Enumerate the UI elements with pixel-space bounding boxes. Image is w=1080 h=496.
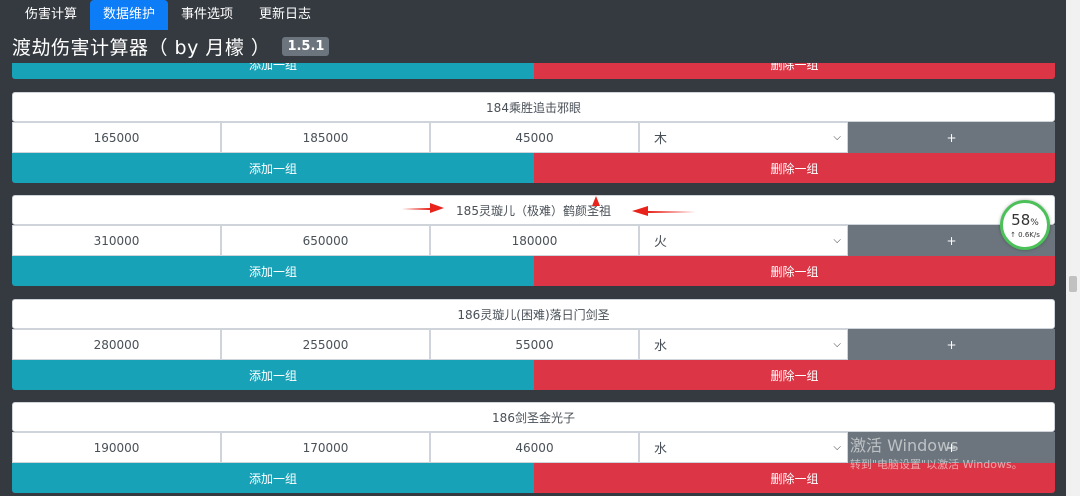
value-field-3[interactable]: 46000 (430, 432, 639, 463)
element-select[interactable]: 木 ⌵ (639, 122, 848, 153)
value-field-3[interactable]: 55000 (430, 329, 639, 360)
value-field-3[interactable]: 180000 (430, 225, 639, 256)
version-badge: 1.5.1 (282, 36, 330, 56)
header: 渡劫伤害计算器（ by 月檬 ） 1.5.1 (12, 32, 330, 60)
group-name-field[interactable]: 184乘胜追击邪眼 (12, 92, 1055, 122)
data-group: 186灵璇儿(困难)落日门剑圣 280000 255000 55000 水 ⌵ … (12, 299, 1055, 390)
watermark-line-1: 激活 Windows (850, 436, 959, 455)
network-percent: 58% (1011, 212, 1039, 231)
vertical-scrollbar[interactable] (1066, 0, 1080, 496)
add-group-button[interactable]: 添加一组 (12, 63, 534, 79)
data-group: 185灵璇儿（极难）鹤颜圣祖 310000 650000 180000 火 ⌵ … (12, 195, 1055, 286)
arrow-small-icon (592, 196, 600, 206)
delete-group-button[interactable]: 删除一组 (534, 153, 1055, 183)
group-name-field[interactable]: 186剑圣金光子 (12, 402, 1055, 432)
chevron-down-icon: ⌵ (833, 132, 841, 143)
add-group-button[interactable]: 添加一组 (12, 153, 534, 183)
partial-group: 添加一组 删除一组 (12, 63, 1055, 79)
add-group-button[interactable]: 添加一组 (12, 256, 534, 286)
delete-group-button[interactable]: 删除一组 (534, 463, 1055, 493)
value-field-2[interactable]: 255000 (221, 329, 430, 360)
element-select-value: 水 (654, 339, 668, 354)
windows-watermark: 激活 Windows 转到"电脑设置"以激活 Windows。 (850, 432, 1023, 472)
scroll-thumb[interactable] (1069, 276, 1077, 292)
add-group-button[interactable]: 添加一组 (12, 360, 534, 390)
add-group-button[interactable]: 添加一组 (12, 463, 534, 493)
element-select-value: 火 (654, 235, 668, 250)
element-select[interactable]: 水 ⌵ (639, 432, 848, 463)
tab-damage-calc[interactable]: 伤害计算 (25, 7, 78, 22)
top-nav: 伤害计算 数据维护 事件选项 更新日志 (0, 0, 1066, 30)
element-select[interactable]: 火 ⌵ (639, 225, 848, 256)
group-name-field[interactable]: 185灵璇儿（极难）鹤颜圣祖 (12, 195, 1055, 225)
tab-data-maintenance[interactable]: 数据维护 (90, 0, 169, 30)
data-group: 184乘胜追击邪眼 165000 185000 45000 木 ⌵ + 添加一组… (12, 92, 1055, 183)
value-field-1[interactable]: 310000 (12, 225, 221, 256)
value-field-1[interactable]: 190000 (12, 432, 221, 463)
value-field-3[interactable]: 45000 (430, 122, 639, 153)
plus-button[interactable]: + (848, 122, 1055, 153)
group-list: 添加一组 删除一组 184乘胜追击邪眼 165000 185000 45000 … (12, 63, 1055, 496)
value-field-2[interactable]: 170000 (221, 432, 430, 463)
tab-changelog[interactable]: 更新日志 (259, 7, 312, 22)
arrow-left-icon (632, 206, 696, 216)
watermark-line-2: 转到"电脑设置"以激活 Windows。 (850, 458, 1023, 471)
value-field-2[interactable]: 185000 (221, 122, 430, 153)
value-field-2[interactable]: 650000 (221, 225, 430, 256)
network-percent-unit: % (1030, 217, 1039, 228)
network-monitor-widget[interactable]: 58% ↑ 0.6K/s (1000, 200, 1050, 250)
data-group: 186剑圣金光子 190000 170000 46000 水 ⌵ + 添加一组 … (12, 402, 1055, 493)
element-select-value: 水 (654, 442, 668, 457)
tab-event-options[interactable]: 事件选项 (181, 7, 234, 22)
value-field-1[interactable]: 165000 (12, 122, 221, 153)
value-field-1[interactable]: 280000 (12, 329, 221, 360)
delete-group-button[interactable]: 删除一组 (534, 256, 1055, 286)
chevron-down-icon: ⌵ (833, 339, 841, 350)
chevron-down-icon: ⌵ (833, 235, 841, 246)
arrow-right-icon (402, 203, 444, 213)
delete-group-button[interactable]: 删除一组 (534, 63, 1055, 79)
element-select[interactable]: 水 ⌵ (639, 329, 848, 360)
page-title: 渡劫伤害计算器（ by 月檬 ） (12, 36, 271, 59)
element-select-value: 木 (654, 132, 668, 147)
delete-group-button[interactable]: 删除一组 (534, 360, 1055, 390)
chevron-down-icon: ⌵ (833, 442, 841, 453)
plus-button[interactable]: + (848, 432, 1055, 463)
group-name-field[interactable]: 186灵璇儿(困难)落日门剑圣 (12, 299, 1055, 329)
network-percent-value: 58 (1011, 210, 1031, 229)
plus-button[interactable]: + (848, 329, 1055, 360)
network-speed: ↑ 0.6K/s (1010, 230, 1040, 239)
